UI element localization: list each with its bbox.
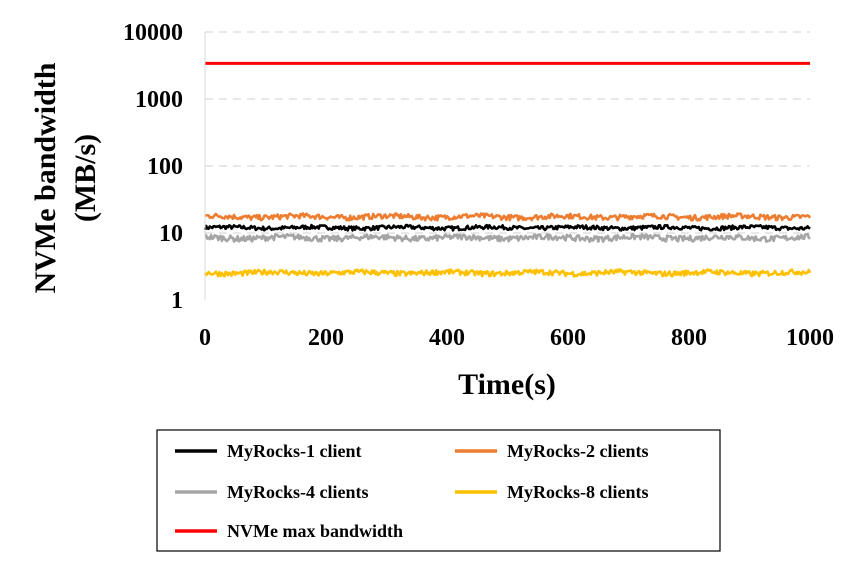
series-line-2 [204, 212, 812, 222]
x-tick-label: 0 [199, 325, 211, 351]
x-tick-label: 800 [671, 325, 707, 351]
legend-label-5: NVMe max bandwidth [227, 521, 403, 541]
y-tick-label: 10000 [123, 20, 183, 46]
legend: MyRocks-1 client MyRocks-2 clients MyRocks… [156, 429, 721, 552]
legend-label-1: MyRocks-1 client [227, 441, 361, 461]
x-tick-labels: 0 200 400 600 800 1000 [199, 325, 834, 351]
series-line-4 [203, 268, 812, 278]
series-lines [203, 61, 812, 278]
y-tick-label: 1 [171, 288, 183, 314]
y-tick-labels: 1 10 100 1000 10000 [123, 20, 183, 314]
legend-label-3: MyRocks-4 clients [227, 482, 368, 502]
legend-label-2: MyRocks-2 clients [507, 441, 648, 461]
legend-box [156, 429, 721, 552]
legend-label-4: MyRocks-8 clients [507, 482, 648, 502]
y-tick-label: 10 [159, 221, 183, 247]
grid-lines [205, 31, 810, 234]
x-tick-label: 600 [550, 325, 586, 351]
series-line-3 [204, 232, 811, 243]
y-tick-label: 100 [147, 154, 183, 180]
y-tick-label: 1000 [135, 87, 183, 113]
y-axis-title-line1: NVMe bandwidth [29, 62, 62, 293]
x-tick-label: 200 [308, 325, 344, 351]
series-line-1 [203, 223, 811, 232]
y-axis-title-line2: (MB/s) [69, 134, 102, 222]
x-tick-label: 400 [429, 325, 465, 351]
x-axis-title: Time(s) [458, 368, 556, 401]
x-tick-label: 1000 [786, 325, 834, 351]
